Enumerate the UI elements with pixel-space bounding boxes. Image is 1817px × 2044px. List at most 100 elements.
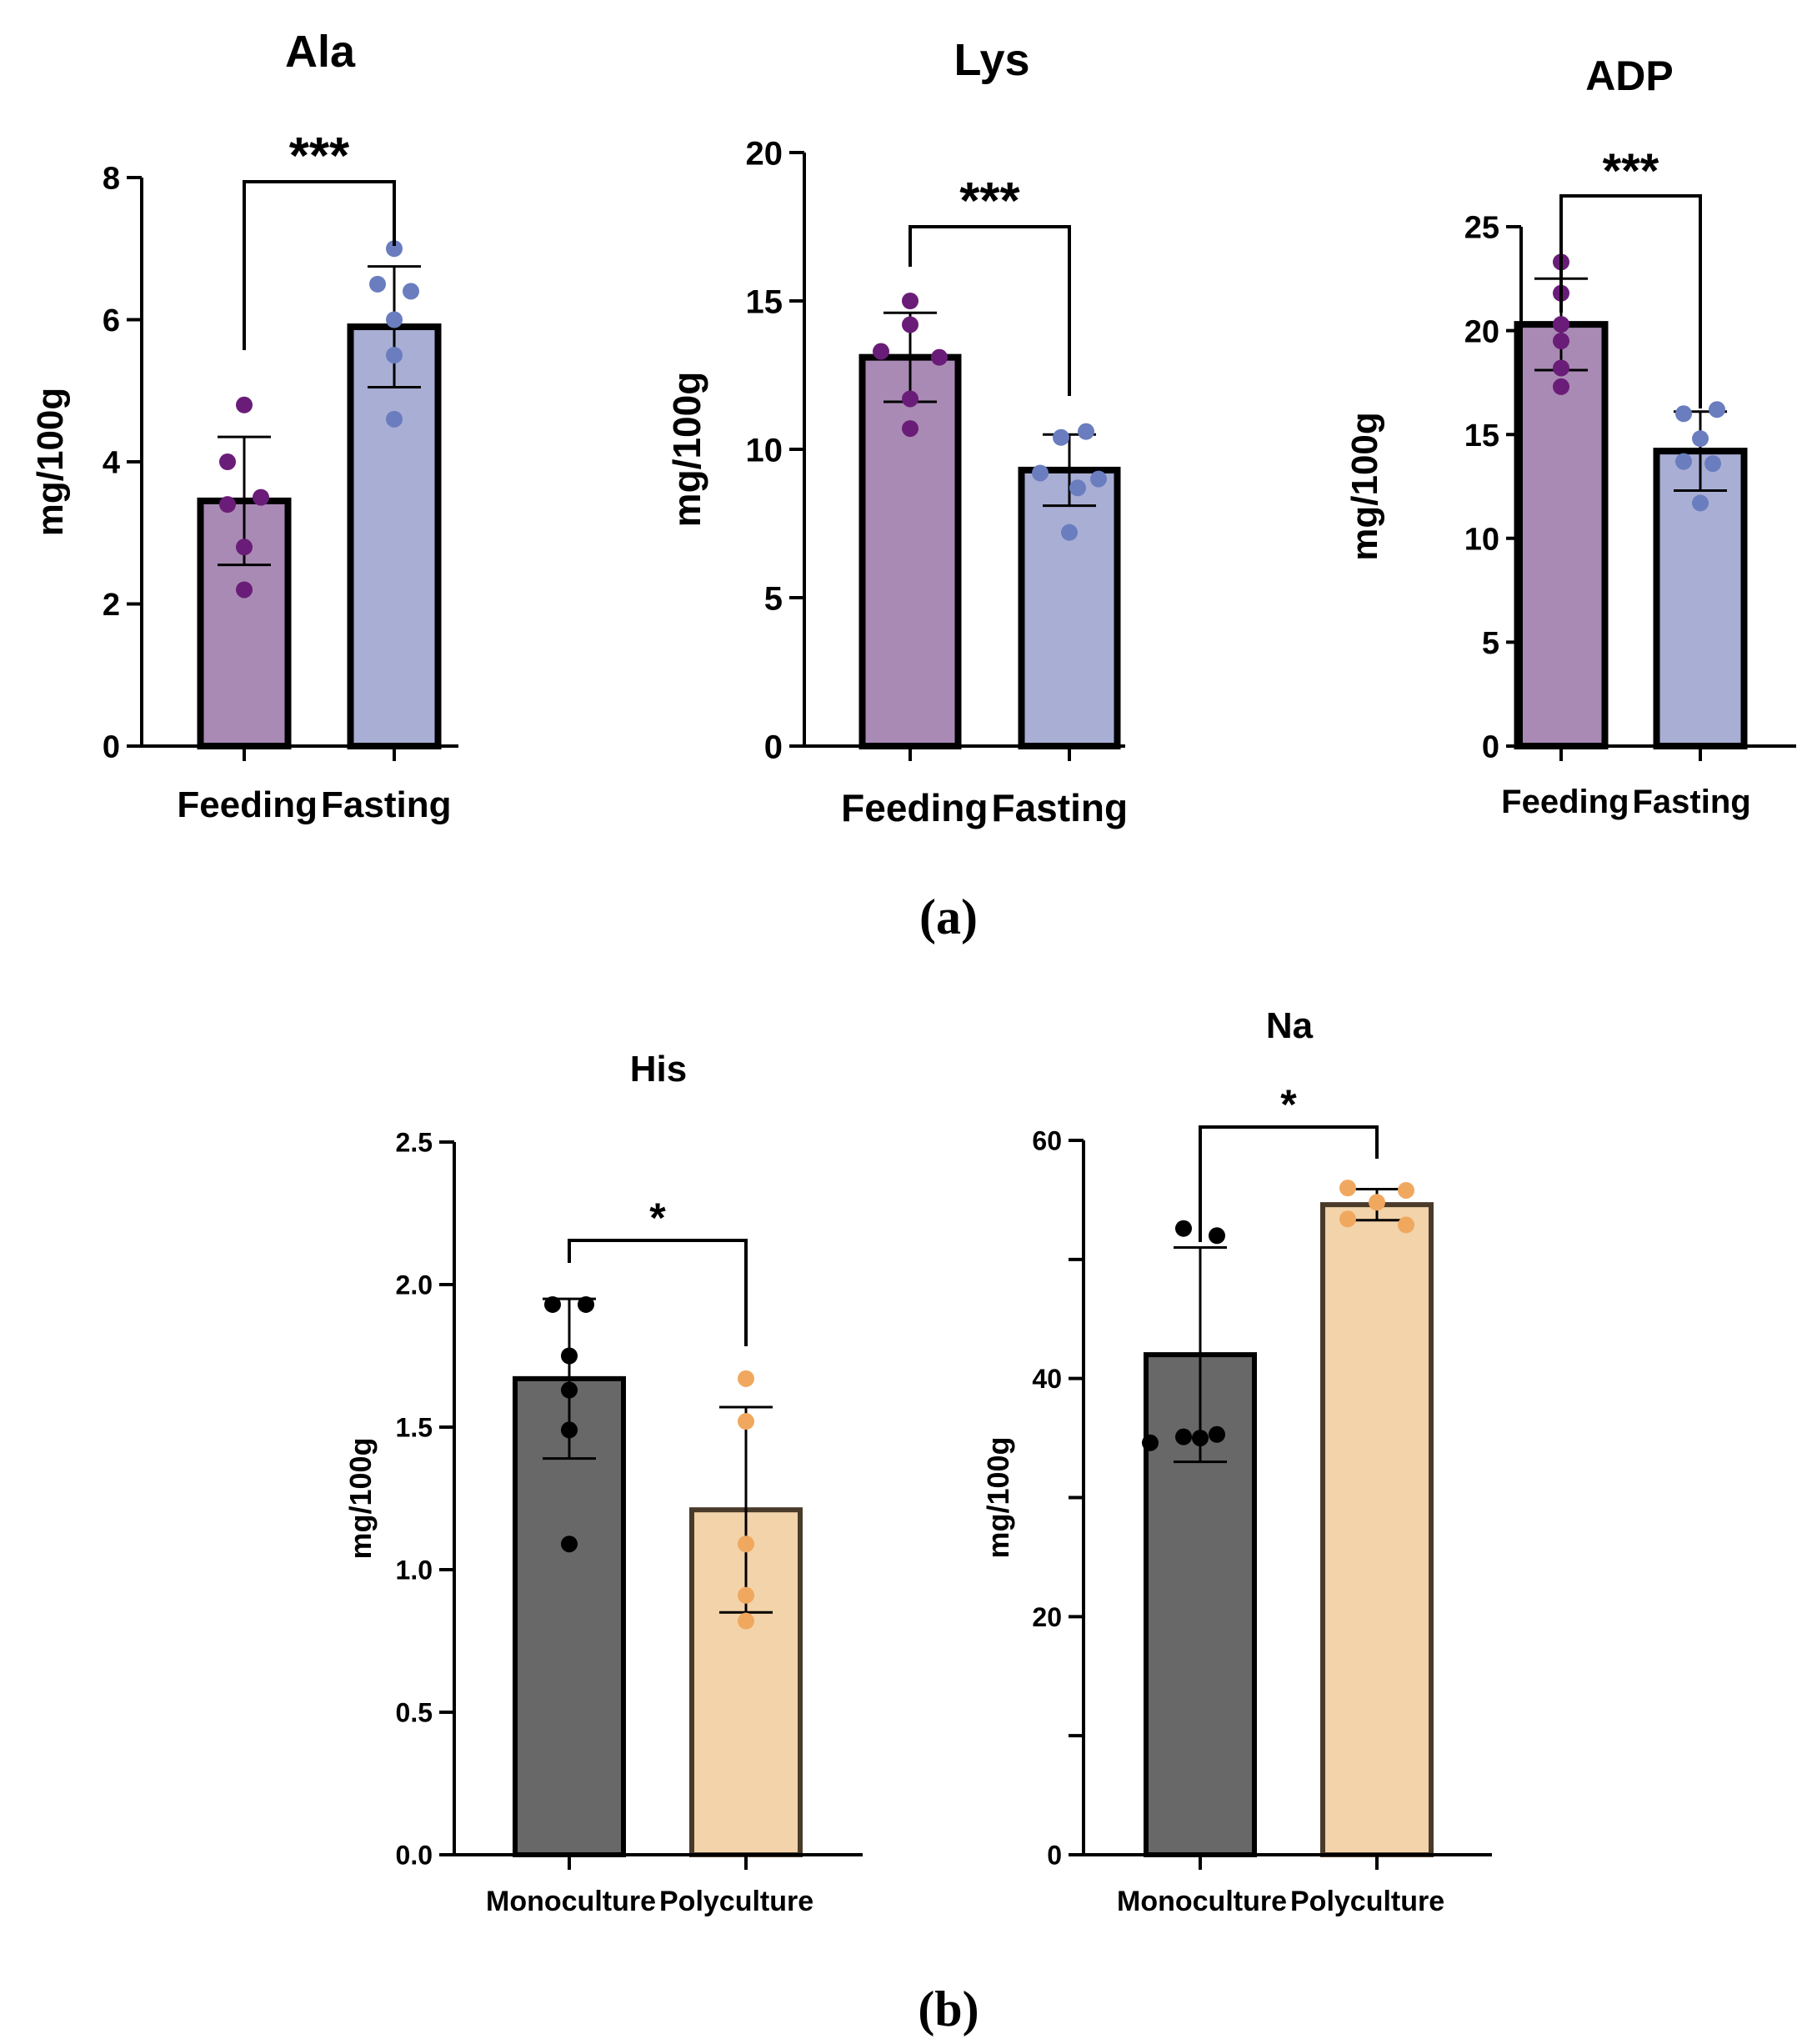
y-axis-label: mg/100g	[981, 1436, 1015, 1558]
data-point	[561, 1536, 578, 1553]
data-point	[1692, 430, 1709, 448]
y-tick-label: 2.0	[396, 1270, 433, 1300]
data-point	[561, 1347, 578, 1365]
y-tick-label: 0	[103, 730, 120, 765]
data-point	[219, 453, 236, 470]
y-tick-label: 0	[764, 729, 783, 765]
x-category-label: Monoculture	[486, 1886, 656, 1917]
significance-bracket	[243, 180, 396, 350]
bar-polyculture	[1320, 1202, 1434, 1857]
data-point	[386, 311, 403, 328]
data-point	[1061, 524, 1078, 541]
data-point	[1090, 470, 1107, 488]
y-tick-label: 25	[1464, 211, 1499, 246]
y-tick-label: 6	[103, 303, 120, 338]
data-point	[578, 1295, 594, 1313]
data-point	[1192, 1430, 1209, 1447]
significance-label: ***	[959, 173, 1020, 230]
data-point	[1339, 1210, 1356, 1228]
data-point	[1175, 1428, 1192, 1445]
y-axis-label: mg/100g	[665, 372, 708, 528]
y-tick-label: 20	[746, 135, 783, 172]
chart-lys: Lys 0 5 10 15 20 Feeding Fasting mg/100g ***	[665, 35, 1128, 829]
chart-title: Na	[1266, 1005, 1314, 1046]
y-tick-label: 60	[1032, 1126, 1062, 1156]
x-category-label: Monoculture	[1117, 1886, 1287, 1917]
x-category-label: Feeding	[1501, 784, 1629, 820]
x-category-label: Feeding	[177, 784, 318, 825]
data-point	[1142, 1434, 1159, 1451]
bar-feeding	[858, 353, 962, 749]
y-tick-label: 5	[764, 580, 783, 617]
data-point	[738, 1370, 754, 1387]
x-category-label: Fasting	[321, 784, 451, 825]
data-point	[386, 240, 403, 258]
data-point	[1553, 333, 1569, 350]
y-tick-label: 40	[1032, 1364, 1062, 1394]
y-tick-label: 10	[1464, 522, 1499, 557]
data-point	[1369, 1194, 1385, 1211]
data-point	[561, 1381, 578, 1399]
y-tick-label: 8	[103, 162, 120, 197]
data-point	[1553, 378, 1569, 395]
y-tick-label: 5	[1482, 626, 1499, 661]
y-tick-label: 0	[1482, 730, 1499, 765]
y-tick-label: 2.5	[396, 1128, 433, 1158]
data-point	[738, 1586, 754, 1604]
data-point	[386, 410, 403, 428]
x-category-label: Fasting	[992, 786, 1129, 829]
y-tick-label: 10	[746, 432, 783, 468]
x-category-label: Fasting	[1633, 784, 1751, 820]
data-point	[219, 496, 236, 514]
y-tick-label: 20	[1464, 314, 1499, 349]
data-point	[1675, 405, 1692, 423]
data-point	[1175, 1220, 1192, 1237]
significance-bracket	[1199, 1125, 1379, 1242]
y-tick-label: 20	[1032, 1602, 1062, 1632]
data-point	[1053, 428, 1069, 446]
x-category-label: Polyculture	[1290, 1886, 1444, 1917]
y-axis-label: mg/100g	[1344, 412, 1385, 561]
data-point	[1398, 1181, 1414, 1199]
x-category-label: Polyculture	[659, 1886, 813, 1917]
data-point	[1398, 1216, 1414, 1234]
y-tick-label: 1.5	[396, 1413, 433, 1443]
chart-his: His 0.0 0.5 1.0 1.5 2.0 2.5 Monoculture Polycult…	[343, 1049, 863, 1917]
y-tick-label: 0	[1047, 1841, 1062, 1871]
data-point	[561, 1421, 578, 1439]
data-point	[1209, 1227, 1225, 1245]
data-point	[1069, 479, 1086, 497]
significance-label: *	[649, 1195, 666, 1241]
data-point	[931, 348, 948, 366]
data-point	[1209, 1425, 1225, 1443]
data-point	[1339, 1180, 1356, 1197]
data-point	[253, 488, 269, 506]
y-tick-label: 15	[1464, 418, 1499, 453]
data-point	[1553, 316, 1569, 333]
chart-title: Ala	[285, 27, 356, 77]
data-point	[902, 316, 919, 333]
data-point	[1704, 455, 1721, 473]
data-point	[403, 283, 419, 300]
y-tick-label: 4	[103, 446, 120, 481]
chart-na: Na 0 20 40 60 Monoculture Polyculture mg/100g *	[981, 1005, 1492, 1917]
y-tick-label: 15	[746, 283, 783, 320]
data-point	[236, 581, 253, 599]
data-point	[544, 1295, 561, 1313]
y-axis-label: mg/100g	[30, 388, 71, 537]
chart-title: ADP	[1585, 53, 1674, 99]
chart-adp: ADP 0 5 10 15 20 25 Feeding Fasting mg/100g ***	[1344, 53, 1796, 820]
data-point	[1032, 464, 1049, 482]
chart-ala: Ala 0 2 4 6 8 Feeding Fasting mg/100g ***	[30, 27, 458, 825]
data-point	[369, 275, 386, 293]
data-point	[738, 1612, 754, 1630]
y-tick-label: 1.0	[396, 1556, 433, 1586]
significance-bracket	[568, 1239, 748, 1346]
x-category-label: Feeding	[841, 786, 988, 829]
data-point	[1692, 494, 1709, 512]
significance-label: ***	[1603, 144, 1659, 198]
data-point	[386, 347, 403, 364]
data-point	[1709, 401, 1725, 418]
data-point	[738, 1413, 754, 1430]
